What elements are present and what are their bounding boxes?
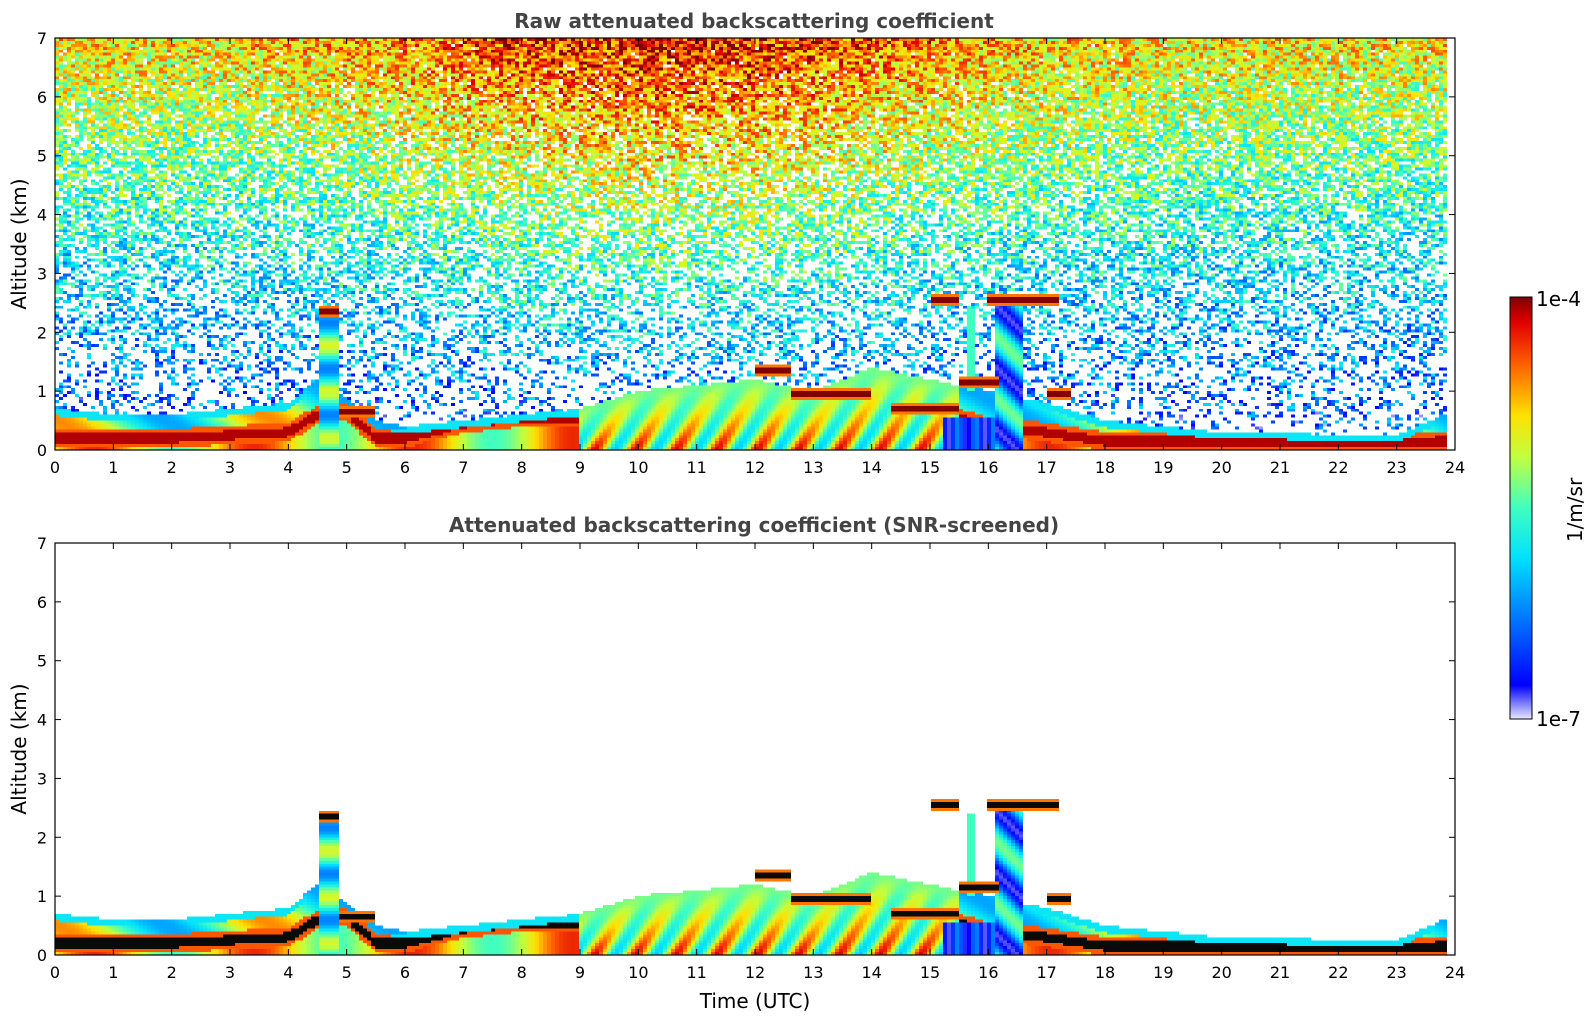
raw-backscatter-panel: Raw attenuated backscattering coefficien… <box>7 9 1465 477</box>
x-tick-label: 9 <box>575 963 585 982</box>
x-tick-label: 7 <box>458 963 468 982</box>
screened-backscatter-panel: Attenuated backscattering coefficient (S… <box>7 513 1465 1013</box>
x-tick-label: 17 <box>1036 458 1056 477</box>
colorbar-scale <box>1509 296 1533 720</box>
x-tick-label: 16 <box>978 458 998 477</box>
x-tick-label: 20 <box>1211 458 1231 477</box>
x-tick-label: 10 <box>628 458 648 477</box>
x-tick-label: 19 <box>1153 458 1173 477</box>
x-tick-label: 24 <box>1445 963 1465 982</box>
x-tick-label: 4 <box>283 963 293 982</box>
y-tick-label: 0 <box>37 441 47 460</box>
x-tick-labels: 0 1 2 3 4 5 6 7 8 9 10 11 12 13 14 15 16 17 18 19 20 21 22 23 24 <box>50 543 1465 982</box>
y-tick-label: 3 <box>37 264 47 283</box>
y-tick-labels: 0 1 2 3 4 5 6 7 <box>37 29 1455 460</box>
x-tick-label: 13 <box>803 458 823 477</box>
x-tick-label: 10 <box>628 963 648 982</box>
x-tick-label: 8 <box>517 963 527 982</box>
x-tick-label: 23 <box>1386 963 1406 982</box>
x-tick-label: 3 <box>225 458 235 477</box>
x-tick-label: 4 <box>283 458 293 477</box>
x-tick-label: 2 <box>167 963 177 982</box>
x-tick-label: 19 <box>1153 963 1173 982</box>
x-tick-label: 15 <box>920 458 940 477</box>
x-tick-label: 14 <box>861 963 881 982</box>
y-tick-label: 5 <box>37 147 47 166</box>
y-tick-label: 2 <box>37 828 47 847</box>
x-tick-label: 6 <box>400 963 410 982</box>
y-tick-label: 7 <box>37 29 47 48</box>
x-tick-label: 22 <box>1328 963 1348 982</box>
colorbar-min-label: 1e-7 <box>1536 707 1581 731</box>
x-tick-label: 9 <box>575 458 585 477</box>
x-tick-label: 0 <box>50 458 60 477</box>
x-axis-label: Time (UTC) <box>699 989 811 1013</box>
x-tick-label: 1 <box>108 458 118 477</box>
y-tick-labels: 0 1 2 3 4 5 6 7 <box>37 534 1455 965</box>
chart-title: Raw attenuated backscattering coefficien… <box>514 9 994 33</box>
heatmap-plot-area <box>55 38 1455 450</box>
x-tick-label: 11 <box>686 458 706 477</box>
x-tick-label: 5 <box>342 458 352 477</box>
x-tick-label: 5 <box>342 963 352 982</box>
x-tick-label: 24 <box>1445 458 1465 477</box>
x-tick-label: 16 <box>978 963 998 982</box>
y-tick-label: 2 <box>37 323 47 342</box>
x-tick-label: 12 <box>745 458 765 477</box>
y-tick-label: 3 <box>37 769 47 788</box>
x-tick-label: 3 <box>225 963 235 982</box>
y-tick-label: 1 <box>37 887 47 906</box>
x-tick-label: 18 <box>1095 963 1115 982</box>
backscatter-heatmap-image <box>55 38 1455 450</box>
chart-title: Attenuated backscattering coefficient (S… <box>449 513 1059 537</box>
x-tick-labels: 0 1 2 3 4 5 6 7 8 9 10 11 12 13 14 15 16 17 18 19 20 21 22 23 24 <box>50 38 1465 477</box>
y-tick-label: 6 <box>37 593 47 612</box>
x-tick-label: 1 <box>108 963 118 982</box>
y-tick-label: 6 <box>37 88 47 107</box>
x-tick-label: 23 <box>1386 458 1406 477</box>
x-tick-label: 6 <box>400 458 410 477</box>
y-tick-label: 0 <box>37 946 47 965</box>
x-tick-label: 11 <box>686 963 706 982</box>
colorbar-unit-label: 1/m/sr <box>1563 477 1587 542</box>
x-tick-label: 12 <box>745 963 765 982</box>
backscatter-heatmap-image <box>55 543 1455 955</box>
heatmap-plot-area <box>55 543 1455 955</box>
x-tick-label: 21 <box>1270 458 1290 477</box>
x-tick-label: 22 <box>1328 458 1348 477</box>
x-tick-label: 13 <box>803 963 823 982</box>
x-tick-label: 2 <box>167 458 177 477</box>
x-tick-label: 14 <box>861 458 881 477</box>
y-tick-label: 7 <box>37 534 47 553</box>
x-tick-label: 8 <box>517 458 527 477</box>
x-tick-label: 0 <box>50 963 60 982</box>
y-tick-label: 5 <box>37 652 47 671</box>
y-axis-label: Altitude (km) <box>7 178 31 309</box>
y-tick-label: 1 <box>37 382 47 401</box>
y-axis-label: Altitude (km) <box>7 683 31 814</box>
x-tick-label: 7 <box>458 458 468 477</box>
x-tick-label: 21 <box>1270 963 1290 982</box>
x-tick-label: 20 <box>1211 963 1231 982</box>
x-tick-label: 18 <box>1095 458 1115 477</box>
y-tick-label: 4 <box>37 711 47 730</box>
colorbar-max-label: 1e-4 <box>1536 287 1581 311</box>
colorbar: 1e-4 1e-7 1/m/sr <box>1509 287 1587 731</box>
x-tick-label: 15 <box>920 963 940 982</box>
y-tick-label: 4 <box>37 206 47 225</box>
x-tick-label: 17 <box>1036 963 1056 982</box>
